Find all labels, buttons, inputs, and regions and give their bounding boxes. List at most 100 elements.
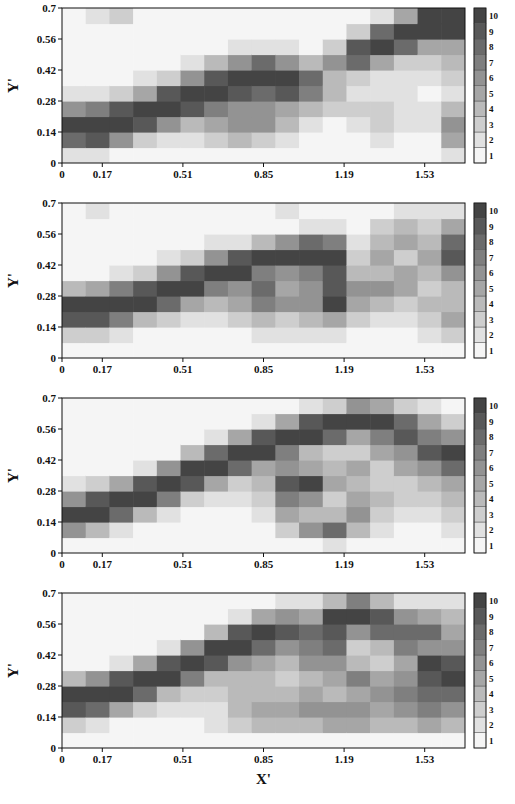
x-tick — [102, 358, 103, 362]
cell — [323, 593, 347, 609]
y-axis-title: Y' — [5, 663, 21, 678]
colorbar-swatch — [474, 148, 486, 164]
colorbar-label: 6 — [489, 73, 494, 83]
cell — [323, 296, 347, 312]
y-tick-label: 0.7 — [42, 392, 56, 404]
colorbar-swatch — [474, 86, 486, 102]
cell — [394, 265, 418, 281]
cell — [441, 55, 465, 71]
colorbar-swatch — [474, 70, 486, 86]
cell — [109, 39, 133, 55]
cell — [275, 491, 299, 507]
cell — [181, 398, 205, 414]
cell — [181, 219, 205, 235]
cell — [370, 250, 394, 266]
colorbar-label: 2 — [489, 330, 494, 340]
cell — [275, 414, 299, 430]
cell — [275, 398, 299, 414]
frame — [62, 593, 465, 748]
cell — [157, 117, 181, 133]
cell — [204, 117, 228, 133]
cell — [418, 538, 442, 554]
cell — [109, 8, 133, 24]
y-tick-label: 0.42 — [37, 259, 57, 271]
cell — [62, 507, 86, 523]
cell — [86, 148, 110, 164]
cell — [62, 101, 86, 117]
cell — [323, 312, 347, 328]
x-tick — [182, 748, 183, 752]
cell — [252, 640, 276, 656]
colorbar-label: 5 — [489, 674, 494, 684]
cell — [418, 686, 442, 702]
cell — [204, 219, 228, 235]
y-tick-label: 0 — [51, 352, 57, 364]
x-tick-label: 0.17 — [93, 168, 113, 180]
cell — [157, 70, 181, 86]
cell — [441, 624, 465, 640]
cell — [109, 219, 133, 235]
cell — [86, 327, 110, 343]
cell — [394, 702, 418, 718]
cell — [86, 101, 110, 117]
x-tick — [344, 748, 345, 752]
cell — [109, 398, 133, 414]
cell — [299, 101, 323, 117]
colorbar-swatch — [474, 717, 486, 733]
cell — [441, 265, 465, 281]
cell — [181, 265, 205, 281]
cell — [323, 234, 347, 250]
x-tick-label: 0 — [59, 363, 65, 375]
cell — [228, 717, 252, 733]
cell — [157, 281, 181, 297]
cell — [346, 717, 370, 733]
cell — [133, 117, 157, 133]
cell — [346, 624, 370, 640]
cell — [204, 101, 228, 117]
cell — [370, 491, 394, 507]
cell — [86, 624, 110, 640]
cell — [133, 491, 157, 507]
cell — [323, 24, 347, 40]
cell — [275, 117, 299, 133]
cell — [157, 39, 181, 55]
cell — [418, 593, 442, 609]
cell — [109, 24, 133, 40]
x-tick — [424, 553, 425, 557]
colorbar-swatch — [474, 593, 486, 609]
cell — [204, 250, 228, 266]
cell — [86, 24, 110, 40]
colorbar-label: 2 — [489, 525, 494, 535]
cell — [181, 24, 205, 40]
y-tick-label: 0.14 — [37, 126, 57, 138]
cell — [323, 101, 347, 117]
cell — [133, 24, 157, 40]
cell — [157, 686, 181, 702]
cell — [370, 117, 394, 133]
cell — [181, 414, 205, 430]
cell — [204, 491, 228, 507]
cell — [275, 39, 299, 55]
x-tick-label: 1.53 — [415, 168, 435, 180]
cell — [346, 101, 370, 117]
cell — [62, 609, 86, 625]
x-tick — [424, 748, 425, 752]
cell — [62, 117, 86, 133]
cell — [157, 398, 181, 414]
cell — [109, 327, 133, 343]
cell — [323, 717, 347, 733]
cell — [323, 398, 347, 414]
cell — [275, 327, 299, 343]
cell — [252, 203, 276, 219]
cell — [346, 219, 370, 235]
y-tick-label: 0.28 — [37, 95, 57, 107]
colorbar-frame — [474, 203, 486, 358]
colorbar-swatch — [474, 507, 486, 523]
cell — [62, 671, 86, 687]
cell — [157, 219, 181, 235]
cell — [394, 717, 418, 733]
cell — [204, 296, 228, 312]
cell — [441, 491, 465, 507]
cell — [62, 414, 86, 430]
cell — [228, 476, 252, 492]
